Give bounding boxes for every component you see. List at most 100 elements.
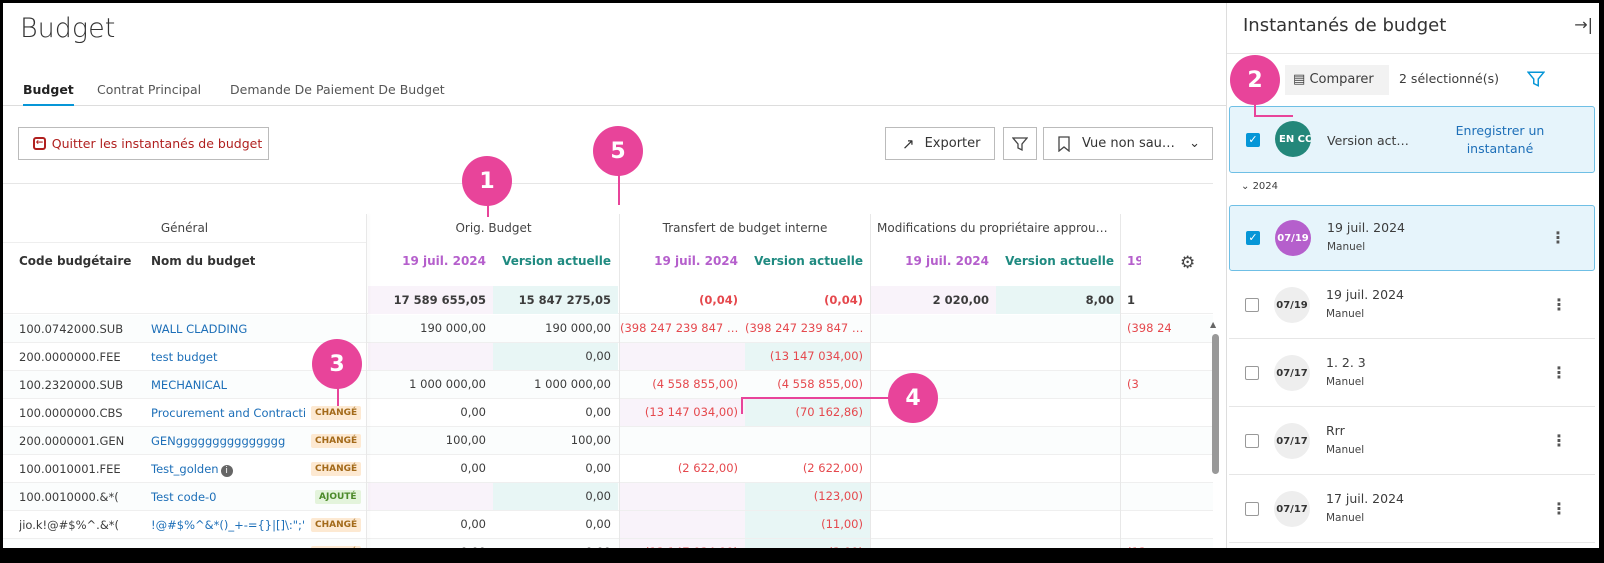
table-row[interactable]: 100.0010001.FEE Test_golden i CHANGÉ 0,00 0,0…	[3, 455, 1213, 483]
save-snapshot-link[interactable]: Enregistrer un instantané	[1455, 123, 1545, 156]
column-header-code[interactable]: Code budgétaire	[19, 254, 132, 268]
export-button[interactable]: ↗ Exporter	[885, 127, 995, 160]
tab-demande-paiement[interactable]: Demande De Paiement De Budget	[230, 82, 445, 97]
table-row[interactable]: 100.0000000.CBS Procurement and Contracti…	[3, 399, 1213, 427]
snapshot-item[interactable]: 07/17 17 juil. 2024 Manuel ⋮	[1229, 477, 1595, 543]
amount-cell	[1121, 399, 1171, 426]
year-group-toggle[interactable]: ⌄ 2024	[1241, 181, 1279, 192]
tab-contrat-principal[interactable]: Contrat Principal	[97, 82, 202, 97]
table-row[interactable]: jio.k!@#$%^.&*(!@#$%^&*()_+-={}|[]\:";'<…	[3, 511, 1213, 539]
column-header-name[interactable]: Nom du budget	[151, 254, 256, 268]
snapshot-type: Manuel	[1326, 444, 1365, 456]
vertical-scrollbar[interactable]	[1212, 334, 1219, 474]
scroll-up-arrow[interactable]: ▲	[1210, 320, 1217, 329]
snapshot-title: 1. 2. 3	[1326, 355, 1366, 370]
table-row[interactable]: 200.0000001.GEN GENggggggggggggggg CHANGÉ 1…	[3, 427, 1213, 455]
current-version-checkbox[interactable]: ✓	[1246, 133, 1260, 147]
more-options-icon[interactable]: ⋮	[1551, 363, 1567, 382]
amount-cell	[871, 539, 996, 548]
tab-budget[interactable]: Budget	[23, 82, 74, 106]
info-icon[interactable]: i	[220, 465, 233, 477]
table-row[interactable]: 100.0742000.SUB WALL CLADDING 190 000,00 19…	[3, 315, 1213, 343]
budget-name-link[interactable]: MECHANICAL	[151, 378, 228, 392]
snapshot-item[interactable]: ✓ 07/19 19 juil. 2024 Manuel ⋮	[1229, 205, 1595, 271]
column-divider	[870, 214, 871, 548]
filter-button[interactable]	[1003, 127, 1037, 160]
column-header-snapshot[interactable]: 19 juil. 2024	[402, 254, 486, 268]
page-title: Budget	[20, 13, 116, 44]
amount-cell	[996, 483, 1121, 510]
column-header-snapshot[interactable]: 19	[1127, 254, 1141, 268]
compare-button[interactable]: ▤ Comparer	[1285, 65, 1389, 95]
amount-cell: (13	[1121, 539, 1171, 548]
amount-cell	[1121, 427, 1171, 454]
amount-cell	[871, 483, 996, 510]
snapshot-checkbox[interactable]: ✓	[1246, 231, 1260, 245]
total-value: 1	[1127, 293, 1136, 307]
column-header-current[interactable]: Version actuelle	[754, 254, 863, 268]
table-row[interactable]: 200.0000000.FEE test budget 0,00 (13 147 03…	[3, 343, 1213, 371]
amount-cell: (13 147 034,00)	[745, 343, 870, 370]
group-orig-budget: Orig. Budget	[455, 221, 532, 235]
budget-name-link[interactable]: !@#$%^&*()_+-={}|[]\:";'<…	[151, 518, 306, 532]
snapshot-item[interactable]: 07/17 Rrr Manuel ⋮	[1229, 409, 1595, 475]
budget-code: 200.0000000.FEE	[19, 350, 121, 364]
more-options-icon[interactable]: ⋮	[1551, 499, 1567, 518]
callout-5: 5	[593, 126, 643, 176]
snapshot-item[interactable]: 07/19 19 juil. 2024 Manuel ⋮	[1229, 273, 1595, 339]
collapse-panel-icon[interactable]: →|	[1574, 15, 1593, 34]
snapshot-checkbox[interactable]	[1245, 434, 1259, 448]
group-owner-changes: Modifications du propriétaire approu…	[877, 221, 1108, 235]
budget-name-link[interactable]: Test code-0	[151, 490, 217, 504]
amount-cell	[996, 427, 1121, 454]
amount-cell	[871, 343, 996, 370]
budget-code: 100.0010001.FEE	[19, 462, 121, 476]
amount-cell: 190 000,00	[420, 321, 486, 335]
budget-name-link[interactable]: GENggggggggggggggg	[151, 434, 286, 448]
more-options-icon[interactable]: ⋮	[1551, 431, 1567, 450]
budget-name-link[interactable]: Procurement and Contracti…	[151, 406, 306, 420]
column-header-snapshot[interactable]: 19 juil. 2024	[654, 254, 738, 268]
avatar: 07/17	[1274, 355, 1310, 391]
table-row[interactable]: 100.0000000.FEE Procuremend and Contr…i CH…	[3, 539, 1213, 548]
snapshot-title: 17 juil. 2024	[1326, 491, 1404, 506]
budget-name-link[interactable]: test budget	[151, 350, 218, 364]
amount-cell: (123,00)	[745, 483, 870, 510]
amount-cell: (2 622,00)	[677, 461, 738, 475]
more-options-icon[interactable]: ⋮	[1551, 295, 1567, 314]
quit-snapshots-button[interactable]: ← Quitter les instantanés de budget	[18, 127, 269, 160]
group-general: Général	[3, 214, 366, 243]
amount-cell: 190 000,00	[545, 321, 611, 335]
avatar: 07/19	[1275, 220, 1311, 256]
column-divider	[619, 214, 620, 548]
budget-name-link[interactable]: Test_golden i	[151, 462, 233, 477]
exit-icon: ←	[33, 137, 46, 150]
column-header-current[interactable]: Version actuelle	[502, 254, 611, 268]
snapshot-checkbox[interactable]	[1245, 298, 1259, 312]
snapshot-checkbox[interactable]	[1245, 502, 1259, 516]
total-value: (0,04)	[699, 293, 738, 307]
avatar: 07/17	[1274, 491, 1310, 527]
budget-code: 100.0742000.SUB	[19, 322, 124, 336]
total-value: 2 020,00	[871, 286, 996, 314]
current-version-item[interactable]: ✓ EN COURS Version act… Enregistrer un i…	[1229, 106, 1595, 173]
table-row[interactable]: 100.0010000.&*(Test code-0 AJOUTÉ 0,00 (123…	[3, 483, 1213, 511]
table-row[interactable]: 100.2320000.SUB MECHANICAL 1 000 000,00 1 0…	[3, 371, 1213, 399]
snapshot-item[interactable]: 07/17 1. 2. 3 Manuel ⋮	[1229, 341, 1595, 407]
saved-view-dropdown[interactable]: Vue non sau… ⌄	[1043, 127, 1213, 160]
column-header-current[interactable]: Version actuelle	[1005, 254, 1114, 268]
amount-cell	[996, 343, 1121, 370]
column-header-snapshot[interactable]: 19 juil. 2024	[905, 254, 989, 268]
snapshot-checkbox[interactable]	[1245, 366, 1259, 380]
budget-name-link[interactable]: Procuremend and Contr…i	[151, 546, 306, 548]
more-options-icon[interactable]: ⋮	[1550, 228, 1566, 247]
settings-gear-icon[interactable]: ⚙	[1180, 253, 1196, 273]
total-value: 15 847 275,05	[493, 286, 618, 314]
panel-filter-icon[interactable]	[1527, 70, 1545, 88]
amount-cell: (4 558 855,00)	[777, 377, 863, 391]
tab-bar: Budget Contrat Principal Demande De Paie…	[3, 78, 1226, 106]
amount-cell	[745, 427, 870, 454]
budget-name-link[interactable]: WALL CLADDING	[151, 322, 248, 336]
avatar: 07/17	[1274, 423, 1310, 459]
amount-cell	[1121, 343, 1171, 370]
